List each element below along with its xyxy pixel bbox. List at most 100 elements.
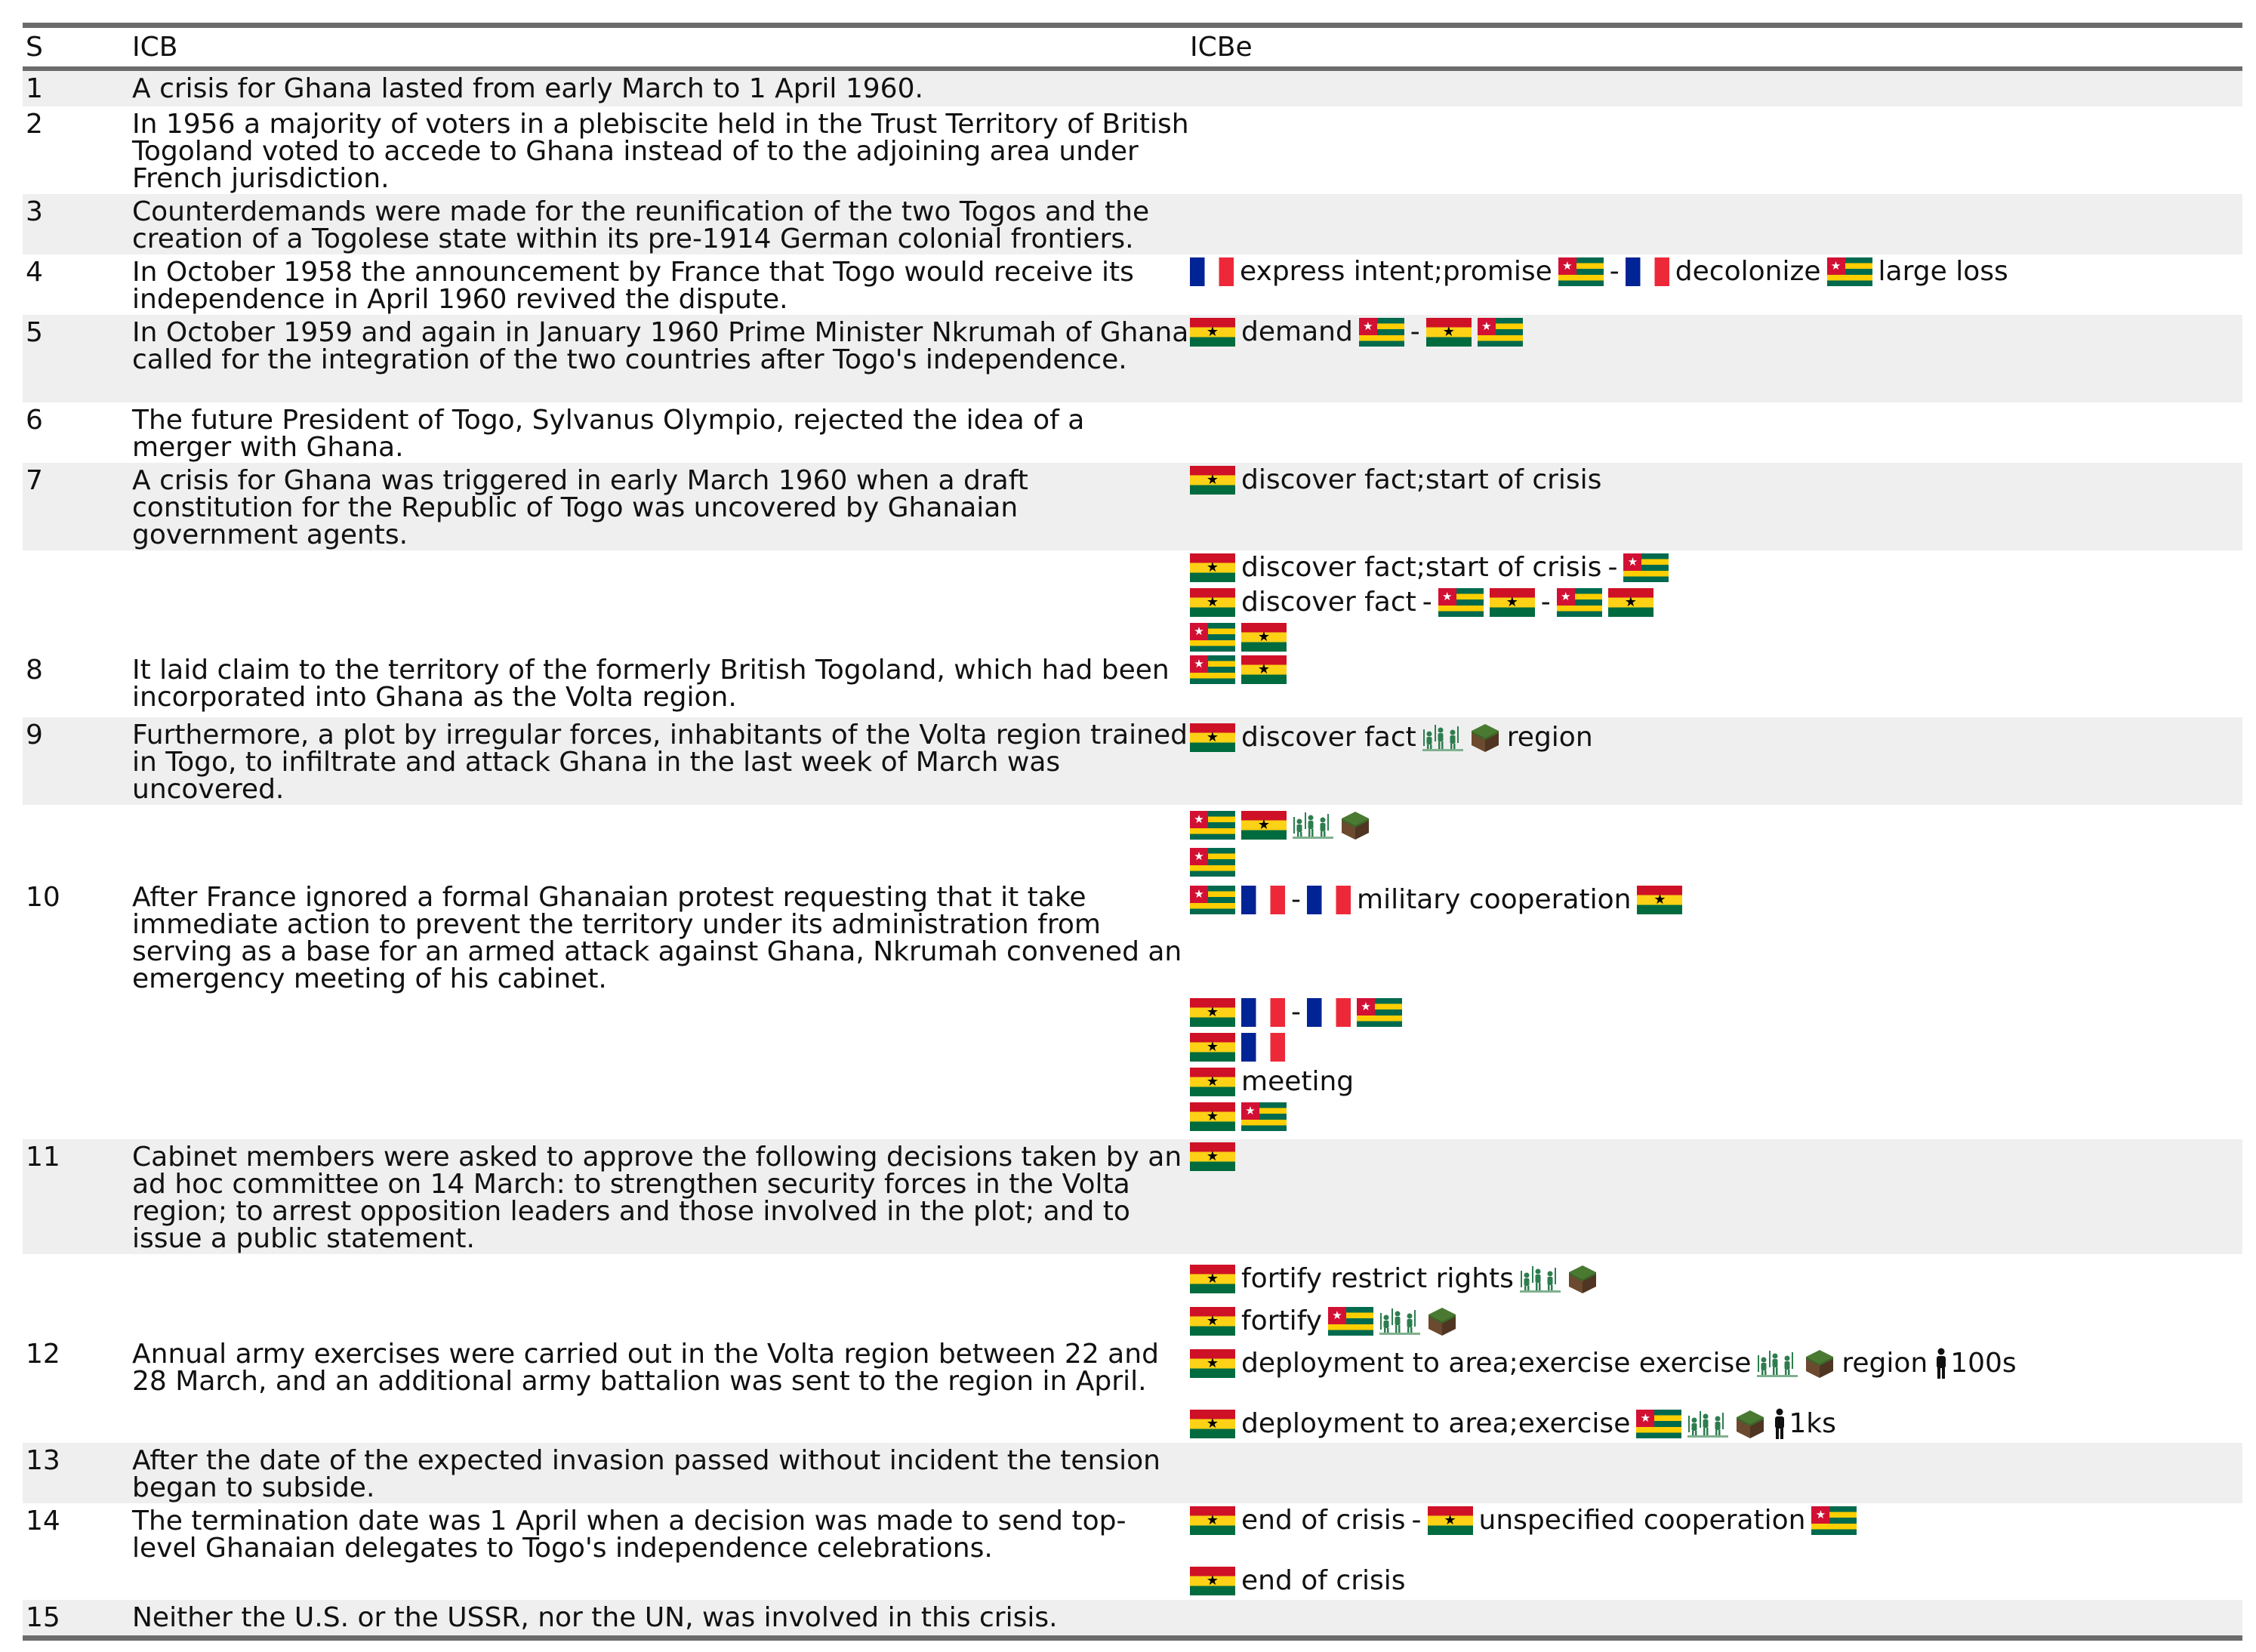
ghana-flag-icon bbox=[1241, 623, 1287, 652]
event-line: express intent;promise - decolonize larg… bbox=[1190, 254, 2239, 289]
icbe-events: discover fact region bbox=[1190, 717, 2239, 757]
sentence-number: 15 bbox=[26, 1602, 60, 1633]
france-flag-icon bbox=[1190, 257, 1234, 286]
ghana-flag-icon bbox=[1190, 1033, 1235, 1062]
france-flag-icon bbox=[1307, 998, 1351, 1027]
ghana-flag-icon bbox=[1190, 1410, 1235, 1438]
icb-text: After France ignored a formal Ghanaian p… bbox=[132, 882, 1182, 994]
sentence-number: 10 bbox=[26, 882, 60, 913]
event-text: military cooperation bbox=[1357, 883, 1632, 915]
event-line: meeting bbox=[1190, 1065, 2239, 1099]
event-text: unspecified cooperation bbox=[1478, 1505, 1806, 1536]
event-line bbox=[1190, 1030, 2239, 1065]
togo-flag-icon bbox=[1190, 848, 1235, 877]
soldiers-icon bbox=[1379, 1307, 1420, 1336]
event-text: region bbox=[1841, 1348, 1928, 1379]
icbe-events: end of crisis - unspecified cooperation … bbox=[1190, 1503, 2239, 1598]
event-text: meeting bbox=[1241, 1066, 1355, 1097]
table-row: discover fact;start of crisis - discover… bbox=[23, 550, 2242, 657]
togo-flag-icon bbox=[1811, 1506, 1857, 1535]
ghana-flag-icon bbox=[1190, 588, 1235, 617]
sentence-number: 9 bbox=[26, 720, 43, 750]
ghana-flag-icon bbox=[1190, 1349, 1235, 1378]
land-cube-icon bbox=[1339, 809, 1371, 841]
sentence-number: 6 bbox=[26, 405, 43, 436]
ghana-flag-icon bbox=[1489, 588, 1535, 617]
land-cube-icon bbox=[1734, 1408, 1766, 1440]
ghana-flag-icon bbox=[1425, 318, 1472, 347]
sentence-number: 5 bbox=[26, 317, 43, 348]
person-icon bbox=[1772, 1408, 1787, 1440]
icbe-events: express intent;promise - decolonize larg… bbox=[1190, 254, 2239, 289]
sentence-number: 4 bbox=[26, 257, 43, 288]
sentence-number: 7 bbox=[26, 465, 43, 496]
event-text: discover fact bbox=[1241, 721, 1416, 753]
event-sep: - bbox=[1540, 587, 1551, 618]
togo-flag-icon bbox=[1190, 655, 1235, 684]
land-cube-icon bbox=[1567, 1263, 1598, 1295]
event-sep: - bbox=[1411, 1505, 1422, 1536]
sentence-number: 14 bbox=[26, 1506, 60, 1536]
france-flag-icon bbox=[1625, 257, 1669, 286]
event-line: fortify bbox=[1190, 1300, 2239, 1342]
togo-flag-icon bbox=[1241, 1102, 1287, 1131]
icb-text: Furthermore, a plot by irregular forces,… bbox=[132, 720, 1188, 805]
top-rule bbox=[23, 23, 2242, 28]
togo-flag-icon bbox=[1826, 257, 1872, 286]
icb-text: It laid claim to the territory of the fo… bbox=[132, 655, 1170, 713]
bottom-rule bbox=[23, 1635, 2242, 1641]
event-line: deployment to area;exercise exercise reg… bbox=[1190, 1342, 2239, 1385]
event-line bbox=[1190, 652, 2239, 687]
event-line bbox=[1190, 1099, 2239, 1134]
togo-flag-icon bbox=[1477, 318, 1523, 347]
icb-text: Annual army exercises were carried out i… bbox=[132, 1339, 1159, 1397]
header-icb: ICB bbox=[132, 32, 178, 63]
table-row: 6 The future President of Togo, Sylvanus… bbox=[23, 402, 2242, 463]
icb-text: In October 1959 and again in January 196… bbox=[132, 317, 1189, 375]
event-text: discover fact;start of crisis bbox=[1241, 464, 1602, 495]
soldiers-icon bbox=[1422, 723, 1463, 752]
soldiers-icon bbox=[1520, 1265, 1561, 1293]
togo-flag-icon bbox=[1558, 257, 1604, 286]
table-row: 15 Neither the U.S. or the USSR, nor the… bbox=[23, 1600, 2242, 1635]
table-row: 13 After the date of the expected invasi… bbox=[23, 1443, 2242, 1503]
event-sep: - bbox=[1422, 587, 1432, 618]
table-row: 9 Furthermore, a plot by irregular force… bbox=[23, 717, 2242, 805]
event-line: discover fact;start of crisis - bbox=[1190, 550, 2239, 585]
togo-flag-icon bbox=[1190, 623, 1235, 652]
event-text: end of crisis bbox=[1241, 1505, 1406, 1536]
sentence-number: 2 bbox=[26, 109, 43, 140]
icb-text: The future President of Togo, Sylvanus O… bbox=[132, 405, 1085, 463]
event-text: large loss bbox=[1878, 256, 2008, 287]
ghana-flag-icon bbox=[1637, 885, 1683, 914]
icbe-events: demand - bbox=[1190, 315, 2239, 350]
ghana-flag-icon bbox=[1607, 588, 1653, 617]
sentence-number: 13 bbox=[26, 1445, 60, 1476]
france-flag-icon bbox=[1241, 1033, 1285, 1062]
ghana-flag-icon bbox=[1427, 1506, 1473, 1535]
ghana-flag-icon bbox=[1241, 655, 1287, 684]
event-line: - military cooperation bbox=[1190, 880, 2239, 920]
table-row: 3 Counterdemands were made for the reuni… bbox=[23, 194, 2242, 254]
sentence-number: 1 bbox=[26, 73, 43, 104]
icb-text: A crisis for Ghana was triggered in earl… bbox=[132, 465, 1028, 550]
event-text: fortify bbox=[1241, 1305, 1322, 1336]
troop-size: 1ks bbox=[1789, 1408, 1836, 1439]
table-row: 1 A crisis for Ghana lasted from early M… bbox=[23, 71, 2242, 106]
icb-text: A crisis for Ghana lasted from early Mar… bbox=[132, 73, 923, 104]
icb-text: Counterdemands were made for the reunifi… bbox=[132, 196, 1150, 254]
event-line bbox=[1190, 845, 2239, 880]
togo-flag-icon bbox=[1623, 553, 1669, 582]
event-text: demand bbox=[1241, 316, 1353, 347]
event-sep: - bbox=[1291, 883, 1301, 915]
troop-size: 100s bbox=[1950, 1348, 2017, 1379]
event-line: demand - bbox=[1190, 315, 2239, 350]
icbe-events bbox=[1190, 652, 2239, 687]
soldiers-icon bbox=[1757, 1349, 1798, 1378]
ghana-flag-icon bbox=[1190, 1102, 1235, 1131]
table-row: 7 A crisis for Ghana was triggered in ea… bbox=[23, 463, 2242, 550]
ghana-flag-icon bbox=[1190, 1307, 1235, 1336]
event-sep: - bbox=[1607, 552, 1618, 583]
header-icbe: ICBe bbox=[1190, 32, 1253, 63]
togo-flag-icon bbox=[1438, 588, 1484, 617]
